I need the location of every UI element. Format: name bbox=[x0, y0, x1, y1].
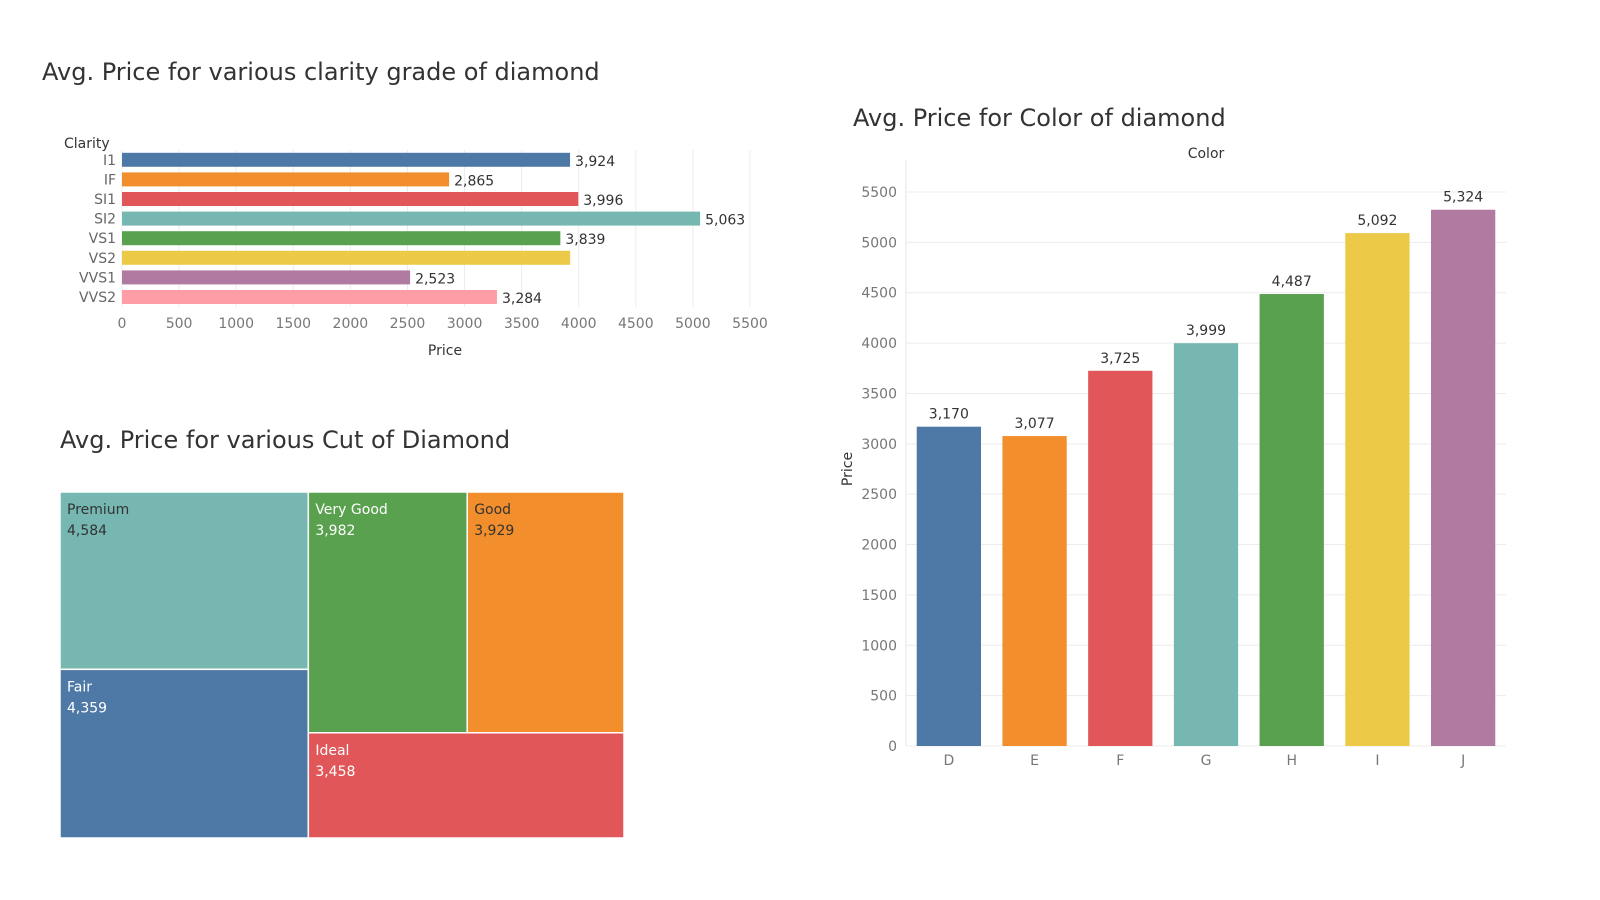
x-tick-label: 4500 bbox=[618, 316, 654, 332]
x-tick-label: H bbox=[1286, 753, 1297, 769]
clarity-chart-title: Avg. Price for various clarity grade of … bbox=[42, 58, 600, 86]
bar-g bbox=[1173, 343, 1239, 746]
bar-vvs1 bbox=[122, 270, 411, 285]
y-tick-label: 1000 bbox=[861, 638, 897, 654]
color-bar-chart: Color 0 500 1000 1500 2000 2500 3000 3500 4000 450… bbox=[840, 146, 1506, 769]
x-tick-label: 3500 bbox=[504, 316, 540, 332]
tile-label: Premium bbox=[67, 502, 129, 518]
data-label: 3,077 bbox=[1015, 416, 1055, 432]
x-tick-label: 3000 bbox=[447, 316, 483, 332]
y-tick-label: 2000 bbox=[861, 538, 897, 554]
data-label: 5,063 bbox=[705, 213, 745, 229]
data-label: 2,865 bbox=[454, 173, 494, 189]
data-label: 3,924 bbox=[575, 154, 615, 170]
x-tick-label: 0 bbox=[118, 316, 127, 332]
data-label: 3,284 bbox=[502, 291, 542, 307]
x-axis-title: Price bbox=[428, 343, 462, 359]
bar-vs2 bbox=[122, 250, 571, 265]
bar-f bbox=[1088, 370, 1153, 746]
tile-label: Fair bbox=[67, 679, 92, 695]
x-tick-label: 1000 bbox=[218, 316, 254, 332]
y-tick-label: 4500 bbox=[861, 286, 897, 302]
data-label: 4,487 bbox=[1272, 274, 1312, 290]
tile-value: 3,458 bbox=[315, 764, 355, 780]
tile-value: 4,584 bbox=[67, 523, 107, 539]
category-label: VS1 bbox=[89, 231, 116, 247]
y-axis-title: Price bbox=[840, 452, 856, 486]
y-tick-label: 5000 bbox=[861, 235, 897, 251]
bar-i bbox=[1345, 233, 1410, 746]
data-label: 3,725 bbox=[1100, 351, 1140, 367]
tile-value: 3,929 bbox=[474, 523, 514, 539]
data-label: 5,324 bbox=[1443, 190, 1483, 206]
y-tick-label: 500 bbox=[870, 689, 897, 705]
y-tick-label: 0 bbox=[888, 739, 897, 755]
x-tick-label: 2500 bbox=[390, 316, 426, 332]
color-axis-header: Color bbox=[1188, 146, 1225, 162]
bar-vvs2 bbox=[122, 290, 497, 304]
cut-treemap: Premium 4,584 Fair 4,359 Very Good 3,982 Good 3… bbox=[59, 491, 625, 839]
bar-e bbox=[1002, 436, 1067, 746]
x-tick-label: J bbox=[1460, 753, 1465, 769]
tile-good bbox=[466, 491, 625, 734]
category-label: I1 bbox=[103, 153, 116, 169]
y-tick-label: 5500 bbox=[861, 185, 897, 201]
bar-j bbox=[1431, 209, 1496, 746]
tile-label: Good bbox=[474, 502, 511, 518]
tile-label: Ideal bbox=[315, 743, 349, 759]
tile-label: Very Good bbox=[315, 502, 387, 518]
x-tick-label: G bbox=[1201, 753, 1212, 769]
cut-chart-title: Avg. Price for various Cut of Diamond bbox=[60, 426, 511, 454]
category-label: IF bbox=[104, 172, 116, 188]
tile-ideal bbox=[307, 732, 625, 839]
clarity-axis-title: Clarity bbox=[64, 136, 110, 152]
y-tick-label: 3000 bbox=[861, 437, 897, 453]
data-label: 3,170 bbox=[929, 407, 969, 423]
tile-premium bbox=[59, 491, 310, 671]
x-tick-label: 4000 bbox=[561, 316, 597, 332]
tile-very-good bbox=[307, 491, 468, 734]
x-tick-label: E bbox=[1030, 753, 1039, 769]
x-tick-label: F bbox=[1116, 753, 1124, 769]
x-tick-label: 5500 bbox=[732, 316, 768, 332]
category-label: VVS1 bbox=[79, 270, 116, 286]
tile-value: 3,982 bbox=[315, 523, 355, 539]
bar-si1 bbox=[122, 192, 579, 206]
x-tick-label: 5000 bbox=[675, 316, 711, 332]
x-tick-label: D bbox=[943, 753, 954, 769]
bar-h bbox=[1259, 294, 1324, 746]
bar-vs1 bbox=[122, 231, 561, 246]
y-tick-label: 3500 bbox=[861, 386, 897, 402]
data-label: 5,092 bbox=[1357, 213, 1397, 229]
bar-d bbox=[916, 426, 981, 746]
category-label: VVS2 bbox=[79, 290, 116, 306]
bar-if bbox=[122, 172, 450, 187]
bar-si2 bbox=[122, 211, 701, 226]
y-tick-label: 4000 bbox=[861, 336, 897, 352]
category-label: SI2 bbox=[94, 212, 116, 228]
data-label: 3,839 bbox=[565, 232, 605, 248]
y-tick-label: 1500 bbox=[861, 588, 897, 604]
category-label: VS2 bbox=[89, 251, 116, 267]
color-chart-title: Avg. Price for Color of diamond bbox=[853, 104, 1226, 132]
y-tick-label: 2500 bbox=[861, 487, 897, 503]
data-label: 3,999 bbox=[1186, 323, 1226, 339]
data-label: 3,996 bbox=[583, 193, 623, 209]
x-tick-label: 1500 bbox=[275, 316, 311, 332]
x-tick-label: 2000 bbox=[333, 316, 369, 332]
x-tick-label: 500 bbox=[166, 316, 193, 332]
data-label: 2,523 bbox=[415, 271, 455, 287]
x-tick-label: I bbox=[1375, 753, 1379, 769]
tile-fair bbox=[59, 668, 310, 839]
bar-i1 bbox=[122, 152, 571, 167]
category-label: SI1 bbox=[94, 192, 116, 208]
tile-value: 4,359 bbox=[67, 700, 107, 716]
